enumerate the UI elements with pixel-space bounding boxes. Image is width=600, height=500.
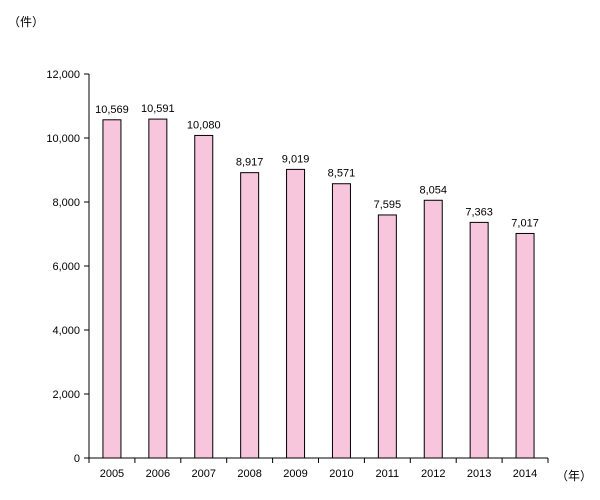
x-tick-label-2013: 2013 [467,468,491,480]
x-tick-label-2012: 2012 [421,468,445,480]
bar-2011 [378,215,396,458]
bar-2014 [516,233,534,458]
y-tick-label-6000: 6,000 [52,261,80,273]
data-label-2010: 8,571 [328,168,356,180]
x-tick-label-2008: 2008 [237,468,261,480]
data-label-2005: 10,569 [95,104,129,116]
data-label-2008: 8,917 [236,157,264,169]
x-tick-label-2009: 2009 [283,468,307,480]
y-tick-label-2000: 2,000 [52,389,80,401]
bar-2007 [195,135,213,458]
data-label-2012: 8,054 [419,184,447,196]
data-label-2006: 10,591 [141,103,175,115]
data-label-2007: 10,080 [187,119,221,131]
data-label-2011: 7,595 [374,199,402,211]
x-axis-unit: （年） [556,469,592,483]
x-tick-label-2014: 2014 [513,468,537,480]
data-label-2009: 9,019 [282,153,310,165]
y-tick-label-10000: 10,000 [46,133,80,145]
bars-layer [103,119,534,458]
x-tick-label-2011: 2011 [376,468,400,480]
x-tick-label-2006: 2006 [146,468,170,480]
y-tick-label-4000: 4,000 [52,325,80,337]
x-tick-label-2007: 2007 [192,468,216,480]
data-label-2014: 7,017 [511,217,539,229]
bar-2010 [332,184,350,458]
bar-2013 [470,222,488,458]
x-tick-label-2010: 2010 [329,468,353,480]
bar-2006 [149,119,167,458]
x-tick-label-2005: 2005 [100,468,124,480]
bar-2005 [103,120,121,458]
bar-2008 [241,173,259,458]
y-tick-label-8000: 8,000 [52,197,80,209]
y-tick-label-0: 0 [74,453,80,465]
y-tick-label-12000: 12,000 [46,69,80,81]
bar-2012 [424,200,442,458]
data-label-2013: 7,363 [465,206,493,218]
y-axis-unit: （件） [8,15,44,29]
bar-2009 [287,169,305,458]
